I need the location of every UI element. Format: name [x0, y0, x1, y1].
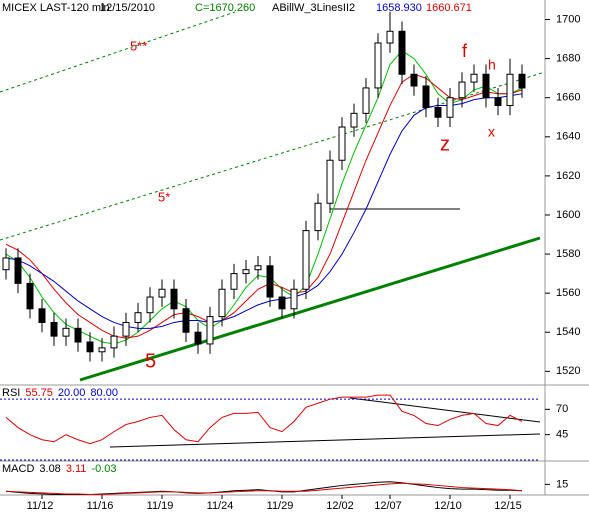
candle-body	[2, 257, 10, 271]
y-tick-label: 1600	[556, 209, 580, 221]
candle-body	[338, 126, 346, 161]
header-text: 1658.930	[376, 2, 422, 14]
rsi-trend-line	[109, 433, 541, 448]
x-tick-label: 12/02	[326, 500, 354, 512]
candle-body	[422, 85, 430, 108]
y-tick-label: 1640	[556, 131, 580, 143]
legend-value: -0.03	[91, 463, 116, 475]
indicator-line	[5, 394, 523, 445]
y-tick-label: 1660	[556, 92, 580, 104]
candle-body	[362, 87, 370, 114]
candle-body	[170, 288, 178, 310]
candle-body	[326, 159, 334, 204]
candle-body	[290, 288, 298, 310]
candle-body	[194, 331, 202, 345]
candle-body	[386, 30, 394, 44]
header-text: 12/15/2010	[100, 2, 155, 14]
trend-channel	[0, 11, 236, 93]
x-tick-label: 12/15	[494, 500, 522, 512]
y-tick-label: 1680	[556, 53, 580, 65]
candle-body	[374, 42, 382, 89]
indicator-line	[5, 482, 523, 495]
candle-body	[74, 327, 82, 343]
candle-body	[158, 288, 166, 298]
annotation: f	[462, 41, 468, 61]
candle-body	[278, 296, 286, 310]
candle-body	[26, 282, 34, 310]
candle-body	[146, 296, 154, 314]
x-tick-label: 11/16	[87, 500, 114, 512]
moving-average	[5, 50, 523, 345]
header-text: 1660.671	[426, 2, 472, 14]
annotation: x	[488, 124, 495, 140]
candle-body	[110, 335, 118, 349]
candle-body	[446, 97, 454, 118]
panel-title: RSI	[2, 387, 20, 399]
annotation: 5**	[130, 38, 147, 53]
x-tick-label: 11/29	[267, 500, 294, 512]
candle-body	[50, 321, 58, 337]
candle-body	[494, 97, 502, 107]
candle-body	[38, 308, 46, 323]
trend-channel	[0, 71, 546, 241]
candle-body	[134, 312, 142, 323]
annotation: 5	[145, 350, 156, 372]
candle-body	[266, 265, 274, 298]
x-tick-label: 11/19	[147, 500, 174, 512]
candle-body	[410, 73, 418, 87]
header-text: MICEX LAST-120 min	[2, 2, 110, 14]
y-tick-label: 1700	[556, 13, 580, 25]
candle-body	[14, 257, 22, 284]
annotation: h	[488, 57, 496, 73]
legend-value: 3.11	[66, 463, 87, 475]
y-tick-label: 1580	[556, 248, 580, 260]
candle-body	[122, 321, 130, 337]
legend-value: 3.08	[39, 463, 60, 475]
candle-body	[482, 73, 490, 99]
x-tick-label: 12/07	[374, 500, 402, 512]
candle-body	[86, 341, 94, 353]
x-tick-label: 11/24	[207, 500, 234, 512]
x-tick-label: 12/10	[434, 500, 462, 512]
candle-body	[242, 269, 250, 275]
candle-body	[518, 73, 526, 89]
trend-line	[79, 236, 541, 382]
candle-body	[230, 273, 238, 290]
candle-body	[506, 73, 514, 107]
y-tick-label: 70	[556, 403, 568, 415]
candle-body	[218, 288, 226, 318]
candle-body	[182, 308, 190, 333]
y-tick-label: 45	[556, 429, 568, 441]
legend-value: 20.00	[58, 387, 86, 399]
y-tick-label: 1520	[556, 365, 580, 377]
annotation: 5*	[158, 189, 170, 204]
header-text: ABillW_3LinesII2	[272, 2, 355, 14]
moving-average	[5, 93, 523, 329]
header-text: C=1670.260	[195, 2, 255, 14]
candle-body	[470, 73, 478, 83]
candle-body	[434, 106, 442, 118]
candle-body	[302, 230, 310, 290]
candle-body	[314, 202, 322, 232]
y-tick-label: 1620	[556, 170, 580, 182]
candle-body	[398, 30, 406, 75]
candle-body	[350, 112, 358, 128]
annotation: z	[440, 133, 450, 155]
x-tick-label: 11/12	[27, 500, 54, 512]
rsi-trend-line	[349, 397, 541, 423]
candle-body	[98, 347, 106, 353]
candle-body	[206, 316, 214, 345]
legend-value: 80.00	[90, 387, 118, 399]
y-tick-label: 1540	[556, 326, 580, 338]
moving-average	[5, 73, 523, 339]
candle-body	[458, 81, 466, 99]
legend-value: 55.75	[25, 387, 53, 399]
candle-body	[62, 327, 70, 337]
candle-body	[254, 265, 262, 271]
y-tick-label: 1560	[556, 287, 580, 299]
y-tick-label: 15	[556, 478, 568, 490]
panel-title: MACD	[2, 463, 34, 475]
